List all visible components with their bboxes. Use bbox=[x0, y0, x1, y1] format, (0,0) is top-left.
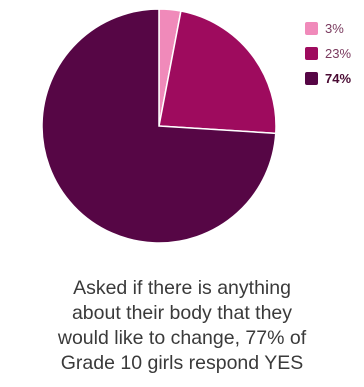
legend-item-3: 3% bbox=[305, 18, 351, 38]
caption-line-4: Grade 10 girls respond YES bbox=[60, 352, 304, 374]
pie-slice-74 bbox=[41, 8, 277, 244]
legend: 3% 23% 74% bbox=[305, 18, 351, 93]
caption-line-1: Asked if there is anything bbox=[73, 277, 291, 299]
legend-item-23: 23% bbox=[305, 43, 351, 63]
legend-label-3: 3% bbox=[325, 20, 344, 36]
legend-label-23: 23% bbox=[325, 45, 352, 61]
legend-swatch-74 bbox=[305, 71, 318, 85]
chart-caption: Asked if there is anything about their b… bbox=[0, 276, 364, 376]
legend-swatch-23 bbox=[305, 46, 318, 60]
pie-slice-23 bbox=[158, 10, 277, 135]
legend-label-74: 74% bbox=[325, 70, 352, 86]
caption-line-3: would like to change, 77% of bbox=[57, 327, 307, 349]
legend-item-74: 74% bbox=[305, 68, 351, 88]
caption-line-2: about their body that they bbox=[71, 302, 293, 324]
legend-swatch-3 bbox=[305, 21, 318, 35]
